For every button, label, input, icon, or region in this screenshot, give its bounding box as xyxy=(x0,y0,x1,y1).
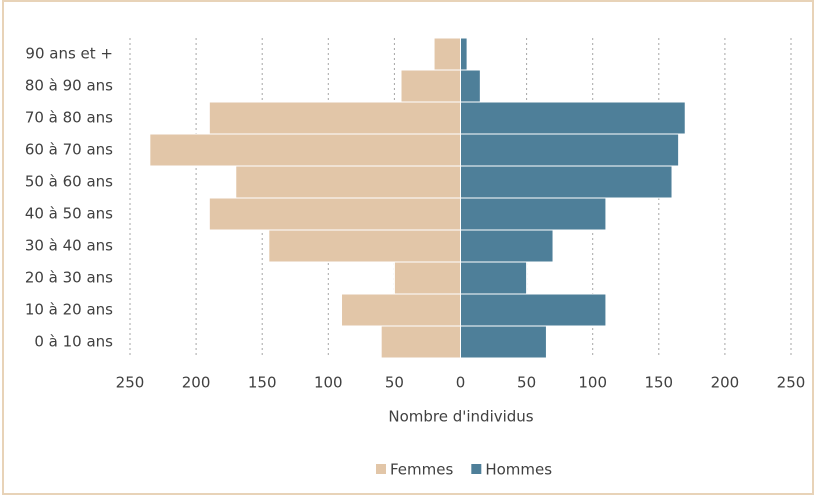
bar xyxy=(380,325,461,359)
bar xyxy=(460,229,554,263)
y-tick-label: 0 à 10 ans xyxy=(34,333,113,351)
x-tick-label: 200 xyxy=(182,374,211,392)
y-tick-label: 20 à 30 ans xyxy=(25,269,113,287)
bar xyxy=(341,293,461,327)
bar xyxy=(460,37,468,71)
x-tick-label: 250 xyxy=(777,374,806,392)
y-tick-label: 60 à 70 ans xyxy=(25,141,113,159)
bar xyxy=(208,101,461,135)
bar xyxy=(460,197,607,231)
x-tick-label: 100 xyxy=(314,374,343,392)
x-tick-label: 50 xyxy=(385,374,404,392)
x-tick-label: 150 xyxy=(248,374,277,392)
bar xyxy=(460,165,673,199)
y-tick-label: 80 à 90 ans xyxy=(25,77,113,95)
bar xyxy=(460,293,607,327)
y-tick-label: 10 à 20 ans xyxy=(25,301,113,319)
bar xyxy=(235,165,461,199)
bar xyxy=(400,69,462,103)
x-tick-label: 250 xyxy=(116,374,145,392)
bar xyxy=(208,197,461,231)
y-tick-label: 40 à 50 ans xyxy=(25,205,113,223)
bar xyxy=(149,133,462,167)
x-tick-label: 150 xyxy=(644,374,673,392)
bar xyxy=(460,133,680,167)
y-tick-label: 70 à 80 ans xyxy=(25,109,113,127)
y-tick-label: 90 ans et + xyxy=(25,45,113,63)
bar xyxy=(460,261,528,295)
x-tick-label: 100 xyxy=(578,374,607,392)
x-tick-label: 0 xyxy=(456,374,466,392)
bar xyxy=(460,69,481,103)
legend-swatch xyxy=(471,464,482,474)
bar xyxy=(393,261,461,295)
bar xyxy=(460,325,547,359)
y-tick-label: 30 à 40 ans xyxy=(25,237,113,255)
x-tick-label: 200 xyxy=(711,374,740,392)
legend-swatch xyxy=(376,464,386,474)
bar xyxy=(460,101,686,135)
bar xyxy=(268,229,461,263)
legend-label: Hommes xyxy=(485,461,552,479)
x-tick-label: 50 xyxy=(517,374,536,392)
x-axis-title: Nombre d'individus xyxy=(388,408,533,426)
bar xyxy=(433,37,461,71)
y-tick-label: 50 à 60 ans xyxy=(25,173,113,191)
legend-label: Femmes xyxy=(390,461,453,479)
